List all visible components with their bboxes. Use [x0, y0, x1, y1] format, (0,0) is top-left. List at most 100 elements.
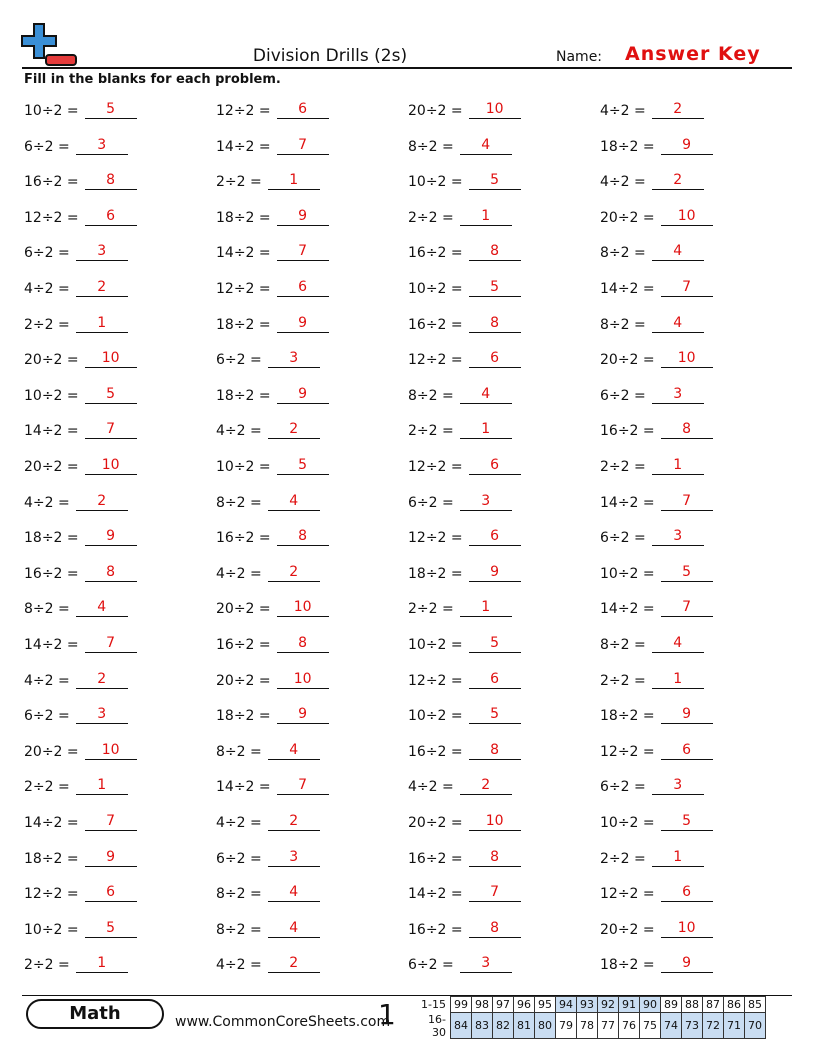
problem-text: 18÷2 =: [216, 209, 271, 226]
problem-text: 4÷2 =: [216, 565, 262, 582]
problem: 18÷2 = 9: [24, 848, 137, 867]
problem: 14÷2 = 7: [24, 420, 137, 440]
answer: 1: [75, 954, 128, 974]
problem: 8÷2 = 4: [600, 314, 704, 333]
answer: 7: [276, 136, 329, 155]
problem-text: 18÷2 =: [600, 138, 655, 155]
problem: 10÷2 = 5: [600, 812, 713, 831]
answer: 3: [459, 492, 512, 511]
problem: 4÷2 = 2: [216, 812, 320, 831]
problem-text: 12÷2 =: [408, 672, 463, 689]
problem: 10÷2 = 5: [24, 919, 137, 938]
problem-text: 8÷2 =: [216, 494, 262, 511]
answer: 1: [651, 456, 704, 475]
score-cell: 96: [513, 996, 535, 1013]
answer: 3: [651, 776, 704, 796]
problem: 20÷2 = 10: [216, 598, 329, 618]
score-cell: 73: [681, 1012, 703, 1039]
problem: 2÷2 = 1: [408, 207, 512, 226]
answer: 3: [75, 705, 128, 725]
answer: 9: [660, 705, 713, 725]
problem: 16÷2 = 8: [216, 634, 329, 653]
score-cell: 80: [534, 1012, 556, 1039]
answer: 4: [267, 883, 320, 903]
problem-text: 6÷2 =: [24, 245, 70, 262]
score-row: 16-30 84 83 82 81 80 79 78 77 76 75 74 73 72 71 70: [414, 1012, 766, 1039]
answer: 3: [651, 527, 704, 547]
problem-text: 16÷2 =: [408, 850, 463, 867]
problem: 8÷2 = 4: [408, 136, 512, 155]
problem: 16÷2 = 8: [408, 848, 521, 867]
problem-text: 12÷2 =: [216, 103, 271, 119]
score-row-label: 16-30: [428, 1012, 446, 1039]
problem-text: 12÷2 =: [600, 743, 655, 760]
score-cell: 71: [723, 1012, 745, 1039]
answer: 1: [267, 171, 320, 191]
answer: 7: [276, 242, 329, 262]
problem: 6÷2 = 3: [216, 349, 320, 369]
score-cell: 85: [744, 996, 766, 1013]
problem: 12÷2 = 6: [216, 278, 329, 297]
problem-text: 16÷2 =: [216, 530, 271, 547]
problem-text: 4÷2 =: [24, 672, 70, 689]
answer: 3: [459, 954, 512, 974]
problem-text: 12÷2 =: [408, 459, 463, 475]
problem-text: 18÷2 =: [216, 387, 271, 404]
problem-text: 10÷2 =: [600, 565, 655, 582]
problem: 14÷2 = 7: [408, 883, 521, 903]
problem: 10÷2 = 5: [24, 100, 137, 119]
problem-text: 16÷2 =: [408, 316, 463, 333]
answer: 8: [276, 527, 329, 547]
problem-text: 14÷2 =: [24, 423, 79, 440]
answer: 4: [459, 136, 512, 155]
problem: 2÷2 = 1: [216, 171, 320, 191]
problem: 10÷2 = 5: [408, 705, 521, 725]
problem-text: 12÷2 =: [408, 352, 463, 369]
problem: 18÷2 = 9: [600, 136, 713, 155]
problem-text: 12÷2 =: [600, 886, 655, 903]
problem-text: 20÷2 =: [216, 672, 271, 689]
problem: 20÷2 = 10: [24, 456, 137, 475]
problem-text: 16÷2 =: [408, 743, 463, 760]
problem: 6÷2 = 3: [216, 848, 320, 867]
problem: 20÷2 = 10: [408, 100, 521, 119]
problem: 12÷2 = 6: [408, 456, 521, 475]
answer: 1: [75, 314, 128, 333]
problem-text: 18÷2 =: [600, 957, 655, 974]
score-cell: 95: [534, 996, 556, 1013]
page-number: 1: [378, 998, 396, 1031]
problem: 18÷2 = 9: [600, 705, 713, 725]
problem-text: 18÷2 =: [24, 530, 79, 547]
problem: 12÷2 = 6: [408, 349, 521, 369]
score-cell: 91: [618, 996, 640, 1013]
answer: 7: [84, 634, 137, 653]
answer: 6: [468, 349, 521, 369]
answer: 3: [651, 385, 704, 404]
problem-text: 4÷2 =: [24, 494, 70, 511]
score-cell: 70: [744, 1012, 766, 1039]
answer: 6: [468, 670, 521, 689]
problem-text: 10÷2 =: [408, 174, 463, 191]
problem-text: 8÷2 =: [216, 921, 262, 938]
answer: 3: [75, 242, 128, 262]
problem-text: 2÷2 =: [24, 779, 70, 796]
problem: 10÷2 = 5: [24, 385, 137, 404]
logo: [21, 23, 77, 66]
answer: 10: [660, 919, 713, 938]
answer: 5: [660, 812, 713, 831]
problem: 6÷2 = 3: [24, 705, 128, 725]
answer: 5: [468, 634, 521, 653]
problem: 18÷2 = 9: [408, 563, 521, 582]
answer: 7: [660, 278, 713, 297]
problem-text: 20÷2 =: [408, 815, 463, 831]
problem: 16÷2 = 8: [24, 171, 137, 191]
problem-text: 20÷2 =: [24, 459, 79, 475]
problem-text: 16÷2 =: [216, 637, 271, 653]
answer: 2: [459, 776, 512, 796]
problem: 8÷2 = 4: [216, 741, 320, 760]
problem-text: 18÷2 =: [216, 708, 271, 725]
answer: 2: [267, 420, 320, 440]
problem-text: 2÷2 =: [408, 601, 454, 618]
problem: 12÷2 = 6: [24, 207, 137, 226]
problem-text: 4÷2 =: [216, 815, 262, 831]
